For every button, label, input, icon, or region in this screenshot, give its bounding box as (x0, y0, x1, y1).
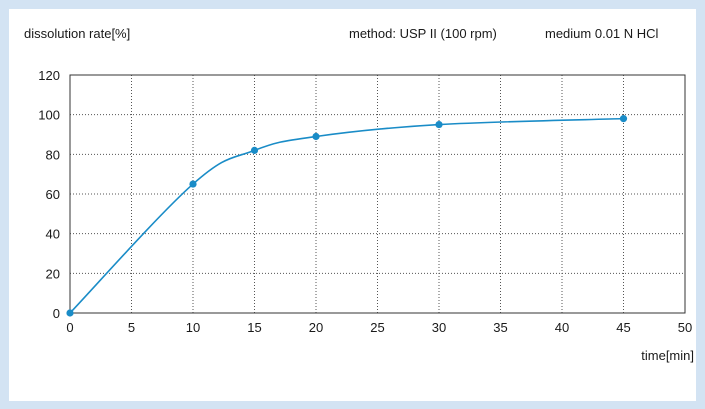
data-point (435, 120, 443, 129)
medium-annotation: medium 0.01 N HCl (545, 26, 659, 41)
x-tick-label: 40 (555, 320, 569, 335)
x-tick-label: 15 (247, 320, 261, 335)
x-tick-label: 20 (309, 320, 323, 335)
x-tick-label: 25 (370, 320, 384, 335)
y-tick-label: 60 (46, 187, 60, 202)
x-tick-label: 0 (66, 320, 73, 335)
data-point (66, 309, 74, 317)
x-tick-label: 45 (616, 320, 630, 335)
data-point (312, 132, 320, 141)
x-axis-label: time[min] (641, 348, 694, 363)
method-annotation: method: USP II (100 rpm) (349, 26, 497, 41)
y-tick-label: 120 (38, 68, 60, 83)
y-tick-label: 100 (38, 108, 60, 123)
x-tick-label: 30 (432, 320, 446, 335)
y-tick-label: 20 (46, 266, 60, 281)
y-tick-label: 80 (46, 147, 60, 162)
data-point (250, 146, 259, 154)
x-tick-label: 35 (493, 320, 507, 335)
series-line (69, 117, 624, 314)
x-tick-label: 50 (678, 320, 692, 335)
plot-frame (69, 74, 686, 314)
data-point (189, 180, 197, 188)
x-tick-label: 5 (128, 320, 135, 335)
y-axis-label: dissolution rate[%] (24, 26, 131, 41)
chart-panel (9, 9, 696, 401)
x-tick-label: 10 (186, 320, 200, 335)
data-point (619, 115, 628, 123)
y-tick-label: 40 (46, 227, 60, 242)
y-tick-label: 0 (53, 306, 60, 321)
